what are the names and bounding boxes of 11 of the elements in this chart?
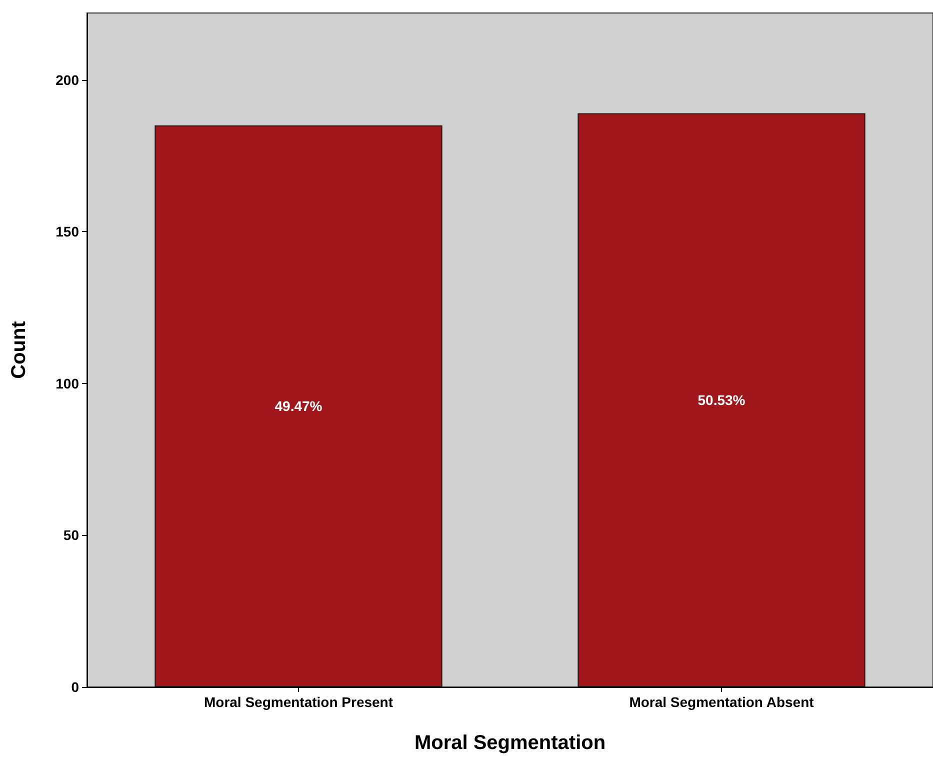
y-tick-label: 50 — [63, 527, 80, 544]
y-tick-label: 100 — [56, 375, 80, 392]
y-tick-label: 150 — [56, 224, 80, 240]
y-axis-title: Count — [8, 320, 30, 379]
annotation: 49.47% — [274, 398, 323, 414]
x-tick-label: Moral Segmentation Present — [204, 694, 394, 710]
y-tick-label: 200 — [56, 72, 80, 88]
annotation: 50.53% — [698, 392, 746, 408]
y-tick-label: 0 — [71, 679, 80, 695]
x-axis-title: Moral Segmentation — [414, 732, 606, 754]
x-tick-label: Moral Segmentation Absent — [629, 694, 814, 710]
